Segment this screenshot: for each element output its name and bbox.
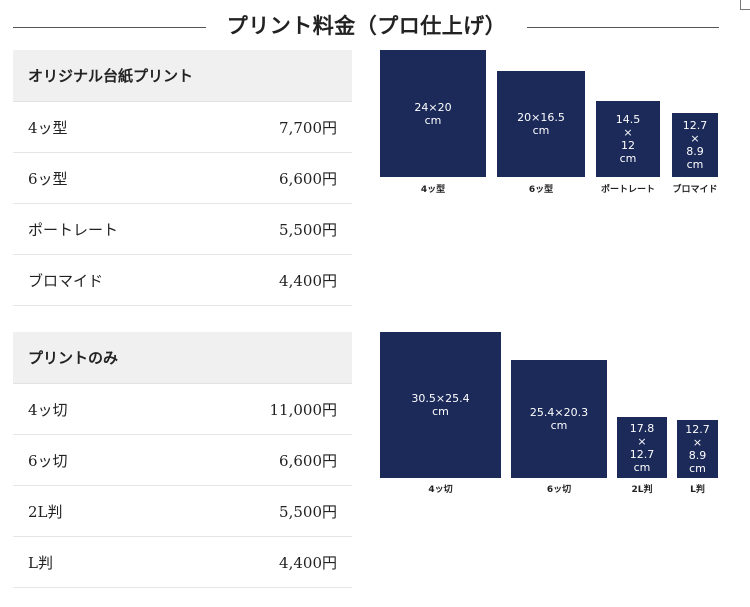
size-text: 12.7 [685,423,710,436]
size-times: × [637,434,647,448]
table-row: 4ッ型 7,700円 [13,102,352,153]
page-title: プリント料金（プロ仕上げ） [226,14,507,38]
original-mount-price-table: オリジナル台紙プリント 4ッ型 7,700円 6ッ型 6,600円 ポートレート… [13,50,352,306]
table-row: 2L判 5,500円 [13,486,352,537]
size-times: × [623,126,633,139]
size-unit: cm [633,460,651,474]
size-name: ポートレート [28,220,119,239]
table-heading: オリジナル台紙プリント [13,50,352,102]
size-label: 4ッ型 [420,185,446,195]
size-text: 24×20 [414,100,452,114]
size-box-2l: 17.8 × 12.7 cm [617,417,667,478]
mount-size-diagram: 24×20 cm 4ッ型 20×16.5 cm 6ッ型 14.5 × 12 cm… [378,48,738,198]
price: 6,600円 [279,451,337,470]
size-box-6tsu-giri: 25.4×20.3 cm [511,360,607,478]
size-text: 12 [621,139,635,152]
size-text: 12.7 [682,119,708,132]
size-name: 6ッ型 [28,169,68,188]
size-times: × [692,436,703,449]
size-name: 2L判 [28,502,63,521]
size-unit: cm [532,124,550,137]
size-text: 8.9 [688,449,707,462]
size-name: L判 [28,553,53,572]
size-text: 12.7 [629,447,655,461]
size-unit: cm [686,158,704,171]
size-name: ブロマイド [28,271,104,290]
price: 6,600円 [279,169,337,188]
size-label: 4ッ切 [428,485,453,495]
page-header: プリント料金（プロ仕上げ） [0,8,730,44]
print-size-diagram: 30.5×25.4 cm 4ッ切 25.4×20.3 cm 6ッ切 17.8 ×… [378,330,738,495]
table-heading: プリントのみ [13,332,352,384]
price: 5,500円 [279,220,337,239]
size-label: ブロマイド [672,185,718,195]
size-text: 25.4×20.3 [529,406,589,419]
print-only-price-table: プリントのみ 4ッ切 11,000円 6ッ切 6,600円 2L判 5,500円… [13,332,352,588]
size-label: 6ッ型 [528,185,554,195]
price: 7,700円 [279,118,337,137]
table-row: L判 4,400円 [13,537,352,588]
price: 11,000円 [269,400,338,419]
size-box-4tsu-gata: 24×20 cm [380,50,486,177]
size-name: 4ッ切 [28,400,68,419]
size-label: ポートレート [600,185,655,195]
size-box-portrait: 14.5 × 12 cm [596,101,660,177]
size-label: L判 [690,485,705,495]
price: 4,400円 [279,553,337,572]
size-unit: cm [689,462,706,475]
size-box-l: 12.7 × 8.9 cm [677,420,718,478]
corner-bracket-icon [740,0,750,10]
size-unit: cm [432,405,449,418]
price: 5,500円 [279,502,337,521]
size-box-6tsu-gata: 20×16.5 cm [497,71,585,177]
size-name: 4ッ型 [28,118,68,137]
size-text: 30.5×25.4 [411,392,470,405]
size-unit: cm [619,152,637,165]
size-box-4tsu-giri: 30.5×25.4 cm [380,332,501,478]
table-row: 4ッ切 11,000円 [13,384,352,435]
title-divider-right [527,27,719,28]
table-row: ブロマイド 4,400円 [13,255,352,306]
size-text: 8.9 [686,145,704,158]
size-label: 2L判 [631,485,653,495]
size-unit: cm [550,419,568,432]
size-text: 14.5 [615,113,641,126]
size-box-bromide: 12.7 × 8.9 cm [672,113,718,177]
price: 4,400円 [279,271,337,290]
title-divider-left [13,27,206,28]
table-row: ポートレート 5,500円 [13,204,352,255]
size-text: 17.8 [629,421,655,435]
table-row: 6ッ切 6,600円 [13,435,352,486]
size-text: 20×16.5 [517,111,565,124]
size-label: 6ッ切 [546,485,572,495]
size-name: 6ッ切 [28,451,68,470]
size-unit: cm [424,113,442,127]
table-row: 6ッ型 6,600円 [13,153,352,204]
size-times: × [690,132,700,145]
